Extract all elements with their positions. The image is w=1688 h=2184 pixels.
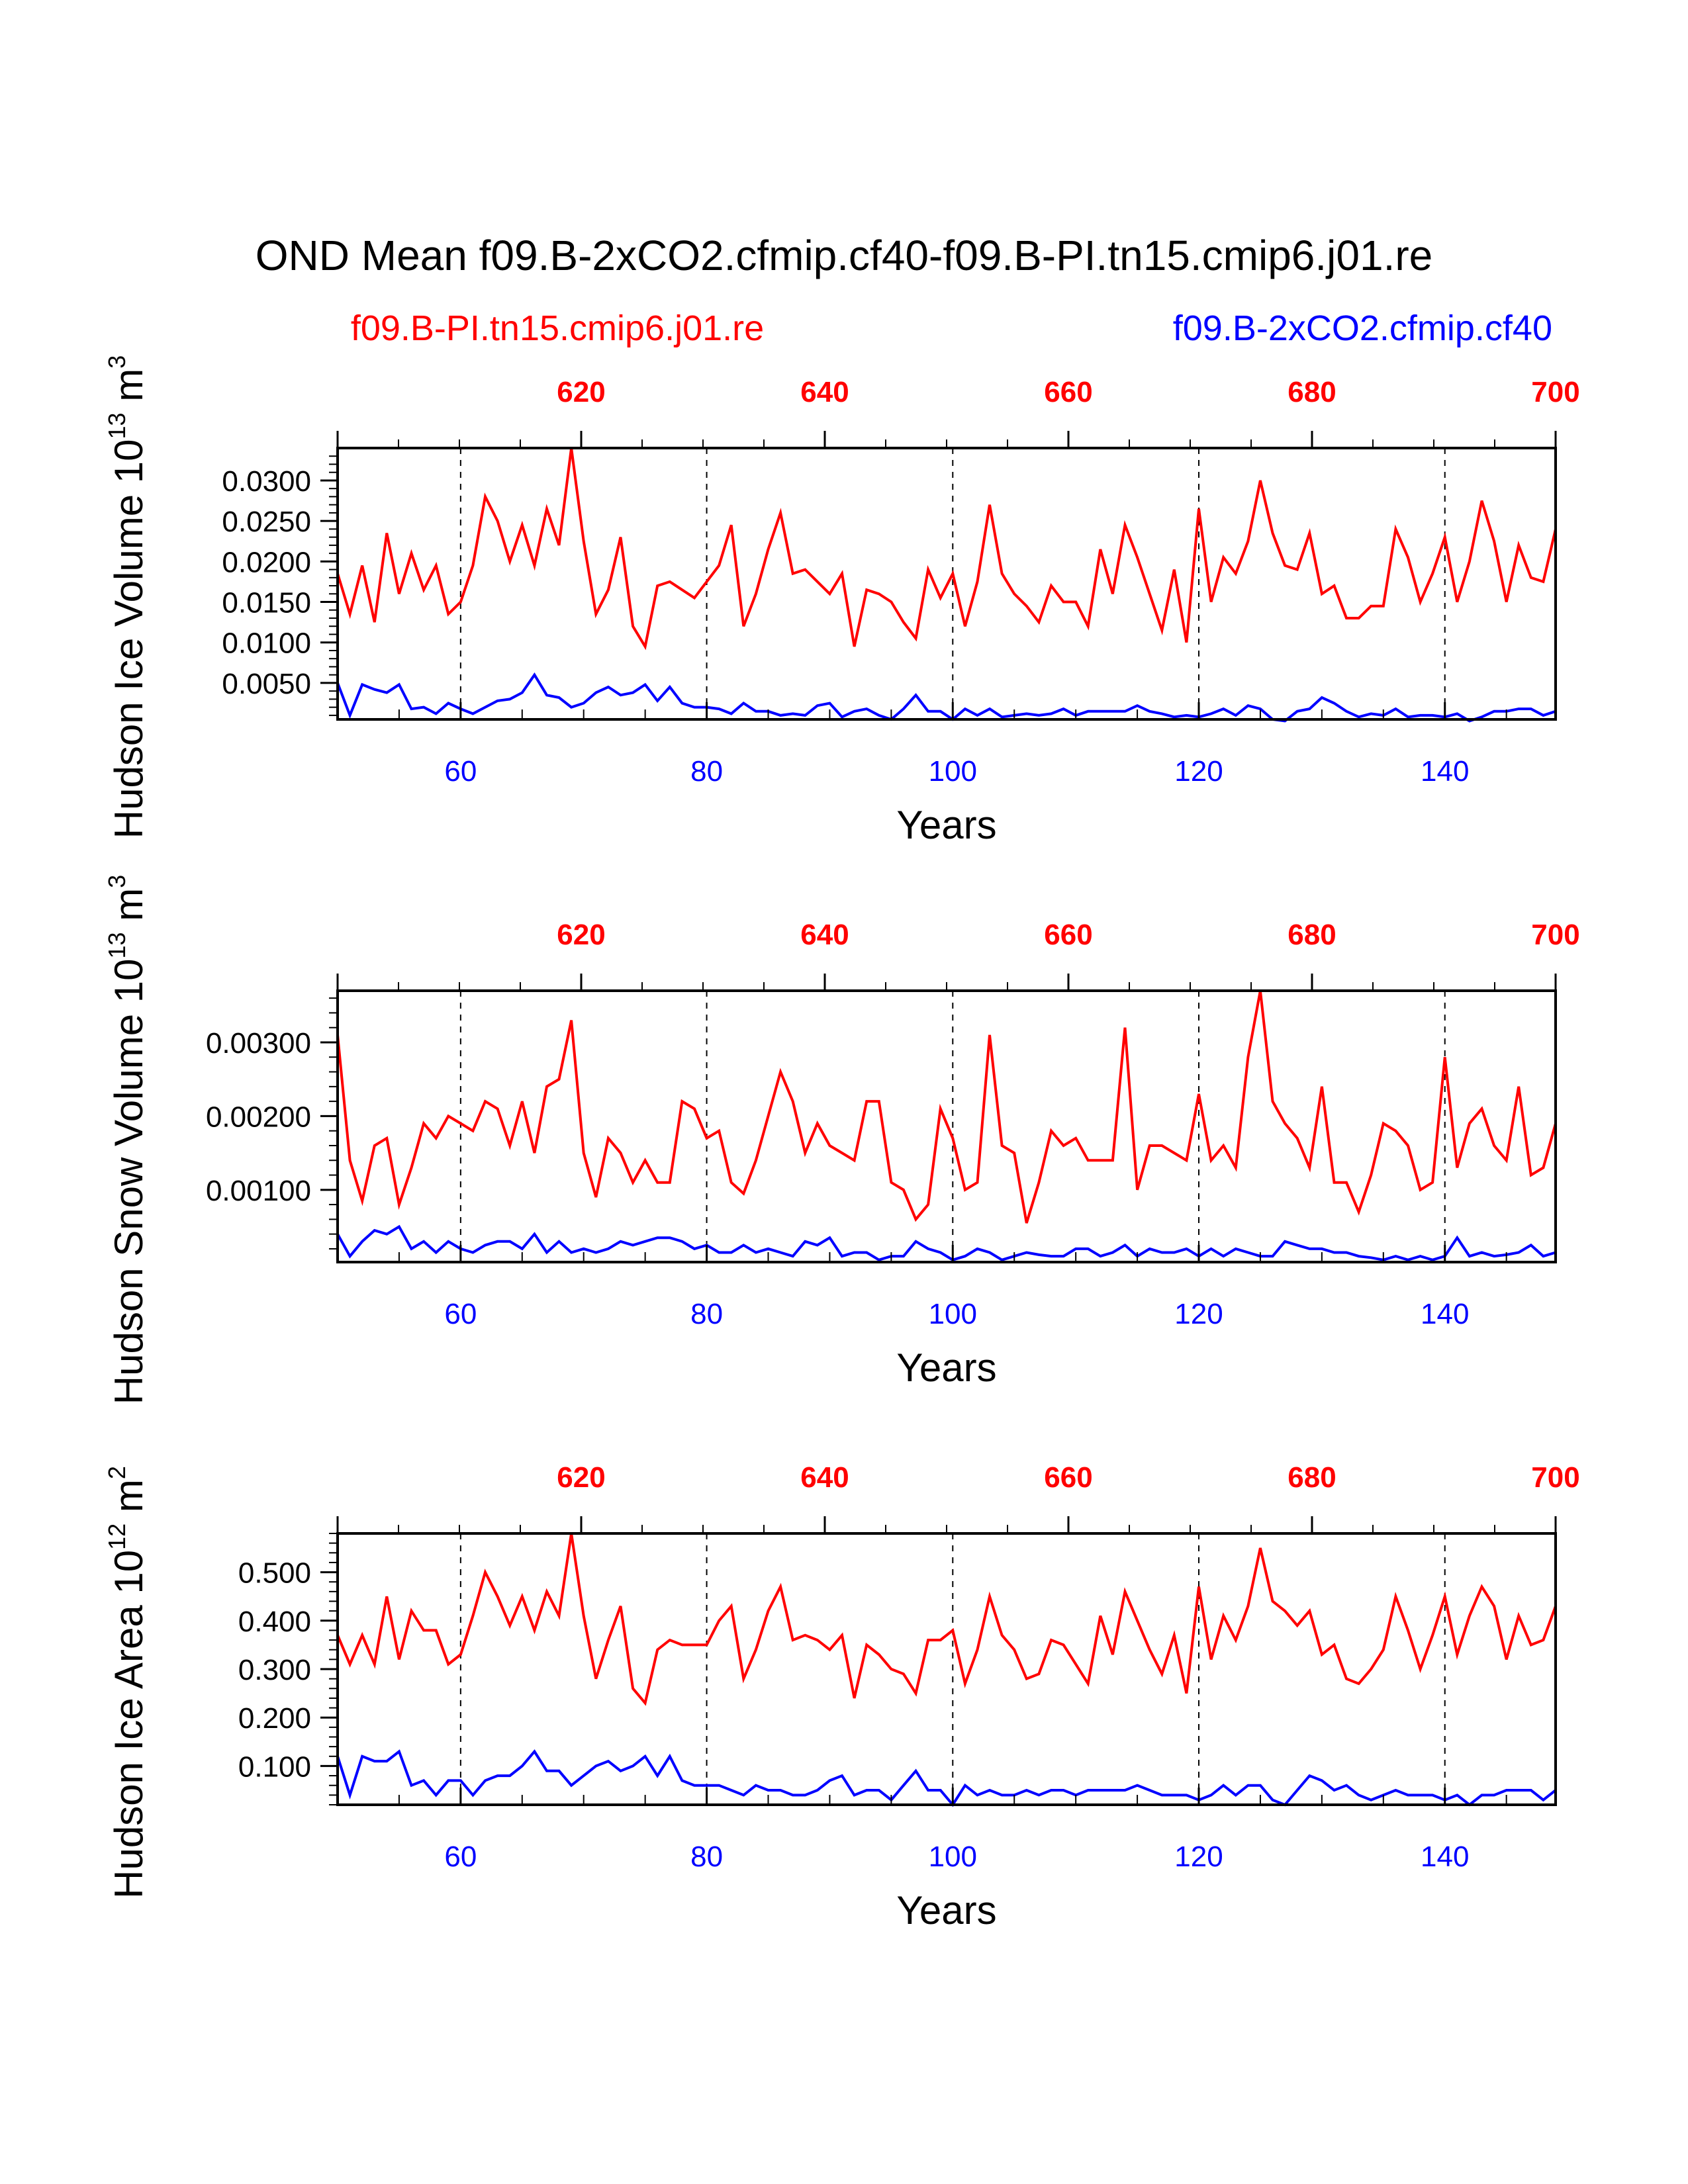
panel-hudson-ice-area: 0.100 0.200 0.300 0.400 0.500 60 80 100 120 140 62… bbox=[103, 1461, 1580, 1933]
x-tick-label: 140 bbox=[1421, 1298, 1469, 1330]
y-axis-title-unit-exponent: 2 bbox=[103, 1466, 130, 1479]
top-x-tick-label: 700 bbox=[1531, 1461, 1579, 1494]
y-axis-title-unit-exponent: 3 bbox=[103, 875, 130, 888]
series-line-experiment bbox=[336, 1749, 1557, 1807]
y-tick-label: 0.0200 bbox=[222, 546, 311, 578]
panel-hudson-snow-volume: 0.00100 0.00200 0.00300 60 80 100 120 140 620 640… bbox=[103, 875, 1580, 1405]
series-line-experiment bbox=[336, 1224, 1556, 1261]
x-tick-label: 60 bbox=[444, 1298, 477, 1330]
y-axis-title-text: Hudson Snow Volume 10 bbox=[107, 958, 151, 1404]
x-tick-label: 60 bbox=[444, 1841, 477, 1873]
y-tick-label: 0.200 bbox=[238, 1702, 311, 1735]
y-axis-title-exponent: 13 bbox=[103, 932, 130, 958]
legend-experiment-label: f09.B-2xCO2.cfmip.cf40 bbox=[1173, 308, 1552, 348]
y-axis-title-exponent: 13 bbox=[103, 412, 130, 439]
y-tick-label: 0.0050 bbox=[222, 668, 311, 700]
top-x-tick-label: 640 bbox=[800, 1461, 849, 1494]
y-axis-title-unit: m bbox=[107, 1479, 151, 1524]
x-tick-label: 140 bbox=[1421, 755, 1469, 788]
series-line-experiment bbox=[336, 672, 1556, 723]
top-x-tick-label: 620 bbox=[557, 1461, 605, 1494]
top-x-tick-label: 640 bbox=[800, 376, 849, 408]
y-axis-title-unit: m bbox=[107, 888, 151, 933]
plot-frame bbox=[336, 1532, 1557, 1806]
x-tick-label: 80 bbox=[690, 755, 723, 788]
top-x-tick-label: 680 bbox=[1288, 919, 1336, 951]
x-axis-title: Years bbox=[896, 803, 996, 847]
y-tick-label: 0.0100 bbox=[222, 627, 311, 660]
y-tick-label: 0.500 bbox=[238, 1557, 311, 1590]
y-axis-title: Hudson Snow Volume 1013 m3 bbox=[103, 875, 151, 1405]
y-axis-title-exponent: 12 bbox=[103, 1524, 130, 1550]
y-tick-label: 0.300 bbox=[238, 1654, 311, 1686]
x-tick-label: 80 bbox=[690, 1841, 723, 1873]
top-x-tick-label: 640 bbox=[800, 919, 849, 951]
y-axis-title: Hudson Ice Volume 1013 m3 bbox=[103, 355, 151, 839]
top-x-tick-label: 660 bbox=[1044, 376, 1092, 408]
y-tick-label: 0.0250 bbox=[222, 506, 311, 538]
legend-control-label: f09.B-PI.tn15.cmip6.j01.re bbox=[351, 308, 764, 348]
x-tick-label: 140 bbox=[1421, 1841, 1469, 1873]
series-line-control bbox=[336, 1533, 1557, 1706]
y-tick-label: 0.100 bbox=[238, 1751, 311, 1783]
x-tick-label: 120 bbox=[1174, 1841, 1223, 1873]
top-x-tick-label: 700 bbox=[1531, 919, 1579, 951]
top-x-tick-label: 680 bbox=[1288, 376, 1336, 408]
chart-title: OND Mean f09.B-2xCO2.cfmip.cf40-f09.B-PI… bbox=[256, 232, 1433, 279]
y-tick-label: 0.0150 bbox=[222, 587, 311, 619]
x-tick-label: 100 bbox=[929, 1298, 977, 1330]
panel-hudson-ice-volume: 0.0050 0.0100 0.0150 0.0200 0.0250 0.0300 60 80… bbox=[103, 355, 1580, 847]
series-line-control bbox=[336, 990, 1557, 1224]
x-tick-label: 80 bbox=[690, 1298, 723, 1330]
top-x-tick-label: 680 bbox=[1288, 1461, 1336, 1494]
x-tick-label: 100 bbox=[929, 1841, 977, 1873]
top-x-tick-label: 660 bbox=[1044, 1461, 1092, 1494]
x-axis-title: Years bbox=[896, 1888, 996, 1933]
x-tick-label: 100 bbox=[929, 755, 977, 788]
y-tick-label: 0.0300 bbox=[222, 465, 311, 498]
x-tick-label: 120 bbox=[1174, 1298, 1223, 1330]
y-axis-title-unit-exponent: 3 bbox=[103, 355, 130, 369]
top-x-tick-label: 620 bbox=[557, 376, 605, 408]
x-axis-title: Years bbox=[896, 1345, 996, 1390]
top-x-tick-label: 660 bbox=[1044, 919, 1092, 951]
y-tick-label: 0.00200 bbox=[206, 1101, 311, 1133]
y-axis-title: Hudson Ice Area 1012 m2 bbox=[103, 1466, 151, 1899]
y-tick-label: 0.00300 bbox=[206, 1027, 311, 1060]
y-tick-label: 0.400 bbox=[238, 1606, 311, 1638]
y-axis-title-text: Hudson Ice Volume 10 bbox=[107, 439, 151, 839]
y-axis-title-unit: m bbox=[107, 369, 151, 413]
y-tick-label: 0.00100 bbox=[206, 1175, 311, 1207]
y-axis-title-text: Hudson Ice Area 10 bbox=[107, 1550, 151, 1899]
x-tick-label: 60 bbox=[444, 755, 477, 788]
x-tick-label: 120 bbox=[1174, 755, 1223, 788]
top-x-tick-label: 700 bbox=[1531, 376, 1579, 408]
top-x-tick-label: 620 bbox=[557, 919, 605, 951]
series-line-control bbox=[336, 447, 1557, 651]
chart-panels: 0.0050 0.0100 0.0150 0.0200 0.0250 0.0300 60 80… bbox=[103, 355, 1580, 1933]
